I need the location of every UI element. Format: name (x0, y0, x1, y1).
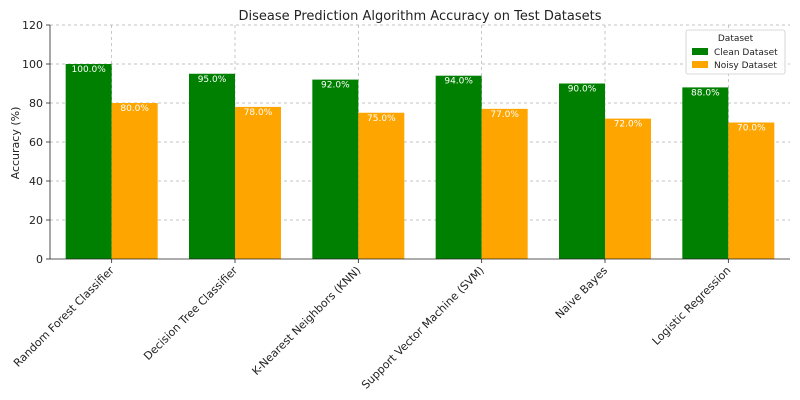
legend-title: Dataset (718, 34, 754, 44)
y-tick-label: 0 (36, 253, 43, 266)
x-tick-label: K-Nearest Neighbors (KNN) (250, 264, 364, 378)
x-tick-label: Decision Tree Classifier (141, 264, 240, 363)
legend-label-noisy: Noisy Dataset (714, 61, 777, 71)
bar-noisy (605, 118, 651, 259)
bar-noisy (111, 103, 158, 259)
chart-title: Disease Prediction Algorithm Accuracy on… (239, 9, 602, 24)
data-label-noisy: 80.0% (120, 104, 149, 114)
bar-clean (559, 83, 605, 259)
bar-clean (435, 75, 482, 259)
bar-clean (312, 79, 359, 259)
y-tick-label: 80 (29, 97, 43, 110)
axes (46, 24, 790, 263)
y-axis-label: Accuracy (%) (9, 107, 22, 180)
y-tick-label: 40 (29, 175, 43, 188)
data-label-clean: 88.0% (691, 88, 720, 98)
bar-clean (65, 64, 112, 259)
bar-clean (189, 73, 235, 259)
data-label-clean: 90.0% (568, 85, 597, 95)
y-tick-label: 60 (29, 136, 43, 149)
data-label-clean: 92.0% (321, 81, 350, 91)
data-label-noisy: 77.0% (490, 110, 519, 120)
data-label-noisy: 72.0% (614, 120, 643, 130)
data-label-clean: 94.0% (444, 77, 473, 87)
x-tick-label: Random Forest Classifier (11, 264, 117, 370)
bars (65, 64, 775, 260)
data-label-noisy: 70.0% (737, 124, 766, 134)
data-label-noisy: 75.0% (367, 114, 396, 124)
legend-box (685, 29, 786, 75)
legend: Dataset Clean Dataset Noisy Dataset (685, 29, 786, 75)
x-tick-label: Naive Bayes (553, 264, 611, 322)
x-tick-label: Support Vector Machine (SVM) (359, 264, 487, 392)
bar-noisy (481, 108, 528, 259)
data-label-clean: 95.0% (198, 75, 227, 85)
bar-noisy (358, 112, 405, 259)
legend-swatch-noisy (692, 61, 708, 68)
data-labels: 100.0% 80.0% 95.0% 78.0% 92.0% 75.0% 94.0% 77.0… (72, 65, 767, 134)
y-tick-label: 20 (29, 214, 43, 227)
data-label-clean: 100.0% (72, 65, 107, 75)
bar-noisy (728, 122, 775, 259)
legend-label-clean: Clean Dataset (714, 48, 778, 58)
y-tick-label: 120 (22, 19, 43, 32)
y-tick-label: 100 (22, 58, 43, 71)
data-label-noisy: 78.0% (244, 108, 273, 118)
bar-noisy (235, 106, 281, 260)
bar-clean (682, 87, 729, 260)
legend-swatch-clean (692, 48, 708, 55)
x-tick-label: Logistic Regression (650, 264, 734, 348)
grid-lines (50, 24, 790, 259)
